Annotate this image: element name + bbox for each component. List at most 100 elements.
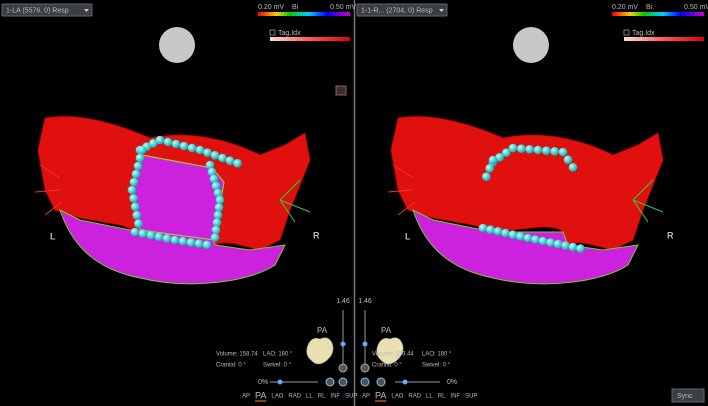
- map-selector[interactable]: [1, 3, 93, 17]
- zoom-value: 1.46: [358, 298, 372, 305]
- dropdown-arrow: [84, 9, 89, 12]
- color-bar: [612, 12, 704, 16]
- view-button[interactable]: RL: [438, 394, 446, 400]
- ablation-tag: [131, 169, 141, 179]
- magenta-region: [59, 209, 286, 285]
- ablation-tag: [133, 161, 143, 171]
- l-marker-lines: [34, 164, 63, 216]
- volume: Volume: 158.74: [216, 352, 258, 358]
- view-button[interactable]: PA: [375, 390, 386, 400]
- anatomy-map: [387, 116, 664, 285]
- ablation-tag: [495, 153, 504, 162]
- panel: 1-1-R... (2704, 0) Resp 0.20 mV Bi 0.50 mV T…: [356, 3, 708, 402]
- view-button[interactable]: RAD: [288, 394, 301, 400]
- view-button[interactable]: INF: [330, 394, 340, 400]
- opacity-value: 0%: [258, 379, 268, 386]
- ablation-tag: [558, 147, 568, 157]
- zoom-value: 1.46: [336, 298, 350, 305]
- ablation-tag: [207, 167, 217, 177]
- ablation-tag: [135, 153, 145, 163]
- sync-label: Sync: [677, 393, 693, 400]
- r-marker-lines: [632, 179, 664, 223]
- view-button[interactable]: INF: [450, 394, 460, 400]
- ablation-tag: [187, 143, 197, 153]
- ablation-tag: [149, 139, 158, 148]
- ablation-tag: [203, 148, 212, 157]
- scale-min: 0.20 mV: [612, 4, 638, 11]
- orientation-sphere: [513, 27, 549, 63]
- orientation-label: PA: [381, 326, 392, 335]
- scale-name: Bi: [292, 4, 299, 11]
- round-button[interactable]: [338, 377, 348, 387]
- round-button[interactable]: [325, 377, 335, 387]
- tag-checkbox[interactable]: [623, 29, 630, 36]
- view-button[interactable]: RAD: [408, 394, 421, 400]
- ablation-tag: [205, 160, 215, 170]
- view-button[interactable]: LAO: [271, 394, 283, 400]
- dropdown-arrow: [439, 9, 444, 12]
- ablation-tag: [538, 236, 548, 246]
- tag-bar: [270, 37, 350, 41]
- ablation-tag: [202, 240, 212, 250]
- view-button[interactable]: LL: [306, 394, 313, 400]
- zoom-button[interactable]: [360, 363, 370, 373]
- ablation-tag: [531, 235, 540, 244]
- ablation-tag: [550, 147, 559, 156]
- anatomy-map: [34, 116, 311, 285]
- opacity-knob[interactable]: [402, 379, 408, 385]
- ablation-tag: [542, 146, 551, 155]
- round-button[interactable]: [376, 377, 386, 387]
- ablation-tag: [233, 159, 242, 168]
- toolbar-icon[interactable]: [335, 85, 347, 96]
- red-region: [390, 116, 664, 251]
- ablation-tag: [209, 174, 219, 184]
- ablation-tag: [568, 242, 578, 252]
- cranial: Cranial: 0 °: [372, 363, 402, 369]
- right-label: R: [313, 230, 320, 240]
- view-button[interactable]: AP: [362, 394, 370, 400]
- ablation-tag: [211, 225, 221, 235]
- view-button[interactable]: AP: [242, 394, 250, 400]
- zoom-knob[interactable]: [362, 341, 368, 347]
- heart-icon: [306, 337, 334, 365]
- ablation-tag: [508, 230, 518, 239]
- ablation-tag: [485, 164, 494, 173]
- zoom-knob[interactable]: [340, 341, 346, 347]
- ablation-tag: [502, 148, 511, 157]
- sync-button[interactable]: [671, 388, 705, 403]
- ablation-tag: [508, 143, 518, 153]
- view-button[interactable]: RL: [318, 394, 326, 400]
- ablation-tag: [218, 153, 227, 163]
- cranial: Cranial: 0 °: [216, 363, 246, 369]
- map-selector[interactable]: [356, 3, 448, 17]
- ablation-tag: [493, 227, 503, 236]
- view-button[interactable]: SUP: [345, 394, 357, 400]
- zoom-button[interactable]: [338, 363, 348, 373]
- ablation-tag: [563, 155, 573, 164]
- ablation-tag: [214, 203, 224, 212]
- ablation-tag: [482, 172, 491, 181]
- tag-label: Tag.Idx: [278, 30, 301, 37]
- ablation-tag: [517, 144, 526, 153]
- ablation-tag: [146, 230, 156, 240]
- ablation-tag: [525, 145, 534, 154]
- ablation-tag: [576, 244, 585, 253]
- ablation-tag: [138, 229, 148, 238]
- left-label: L: [50, 231, 56, 241]
- ablation-tag: [516, 232, 525, 241]
- ablation-tag: [211, 181, 221, 191]
- ablation-tag: [213, 210, 223, 220]
- round-button[interactable]: [360, 377, 370, 387]
- tag-checkbox[interactable]: [269, 29, 276, 36]
- view-button[interactable]: LL: [426, 394, 433, 400]
- view-button[interactable]: PA: [255, 390, 266, 400]
- view-button[interactable]: SUP: [465, 394, 477, 400]
- opacity-knob[interactable]: [277, 379, 283, 385]
- ablation-tag: [568, 163, 578, 172]
- ablation-tag: [186, 238, 196, 247]
- r-marker-lines: [279, 179, 311, 223]
- ablation-tag: [129, 177, 139, 187]
- ablation-tag: [212, 218, 222, 227]
- view-button[interactable]: LAO: [391, 394, 403, 400]
- scale-min: 0.20 mV: [258, 4, 284, 11]
